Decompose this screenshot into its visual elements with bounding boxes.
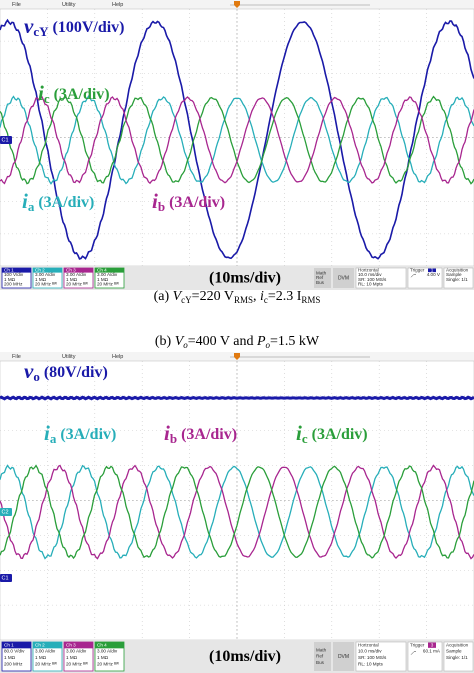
math-item: Math — [316, 647, 327, 652]
trace-scale: (3A/div) — [54, 86, 110, 103]
caption-part: P — [256, 334, 266, 349]
channel-setting: 3.00 A/div — [97, 649, 118, 654]
timebase-label: (10ms/div) — [209, 648, 281, 665]
caption-part: =1.5 kW — [270, 334, 320, 349]
trace-scale: (3A/div) — [169, 194, 225, 211]
trace-scale: (3A/div) — [312, 426, 368, 443]
trace-scale: (80V/div) — [44, 364, 108, 381]
scope-screen: FileUtilityHelpC1vcY(100V/div)ic(3A/div)… — [0, 0, 474, 290]
menu-item: File — [12, 354, 21, 360]
trace-subscript: c — [44, 91, 50, 106]
channel-setting: 20 MHz ᴮᵂ — [35, 661, 57, 666]
horizontal-setting: 10.0 ms/div — [358, 649, 382, 654]
acquisition-setting: Sample — [446, 649, 462, 654]
trace-subscript: b — [170, 431, 177, 446]
channel-setting: 1 MΩ — [97, 655, 109, 660]
caption-part: =220 V — [192, 289, 234, 304]
caption-part: (a) — [154, 289, 173, 304]
acquisition-setting: Single: 1/1 — [446, 277, 468, 282]
menu-item: Utility — [62, 2, 76, 8]
channel-setting: 80.0 V/div — [4, 649, 25, 654]
figure: FileUtilityHelpC1vcY(100V/div)ic(3A/div)… — [0, 0, 474, 673]
caption-part: =400 V and — [188, 334, 257, 349]
trace-scale: (3A/div) — [38, 194, 94, 211]
horizontal-title: Horizontal — [358, 642, 379, 647]
trigger-title: Trigger — [410, 268, 425, 273]
trace-subscript: a — [50, 431, 57, 446]
trace-subscript: o — [33, 369, 40, 384]
trace-scale: (100V/div) — [53, 19, 125, 36]
waveform — [0, 397, 474, 399]
caption-part: cY — [181, 295, 192, 305]
math-item: Bus — [316, 660, 325, 665]
trace-subscript: b — [158, 199, 165, 214]
channel-marker-label: C1 — [2, 137, 9, 143]
channel-name: Ch 1 — [4, 642, 14, 647]
channel-setting: 20 MHz ᴮᵂ — [66, 661, 88, 666]
channel-marker-label: C2 — [2, 509, 9, 515]
math-item: Ref — [316, 654, 324, 659]
channel-setting: 3.00 A/div — [66, 649, 87, 654]
caption-part: (b) — [155, 334, 175, 349]
trace-subscript: cY — [33, 24, 49, 39]
channel-setting: 20 MHz ᴮᵂ — [66, 281, 88, 286]
trace-subscript: c — [302, 431, 308, 446]
horizontal-setting: RL: 10 Mpts — [358, 281, 383, 286]
horizontal-setting: SR: 100 MS/s — [358, 655, 387, 660]
trace-subscript: a — [28, 199, 35, 214]
acquisition-title: Acquisition — [446, 642, 469, 647]
caption-part: RMS — [301, 295, 320, 305]
horizontal-setting: RL: 10 Mpts — [358, 661, 383, 666]
channel-setting: 3.00 A/div — [35, 649, 56, 654]
dvm-label: DVM — [338, 275, 349, 281]
figure-caption: (b) Vo=400 V and Po=1.5 kW — [155, 334, 320, 350]
menu-item: File — [12, 2, 21, 8]
channel-setting: 20 MHz ᴮᵂ — [97, 661, 119, 666]
menu-item: Utility — [62, 354, 76, 360]
caption-part: , — [253, 289, 260, 304]
trigger-title: Trigger — [410, 642, 425, 647]
timebase-label: (10ms/div) — [209, 270, 281, 287]
trigger-level: 4.00 V — [427, 272, 441, 277]
trace-scale: (3A/div) — [181, 426, 237, 443]
figure-caption: (a) VcY=220 VRMS, ic=2.3 IRMS — [154, 289, 321, 305]
channel-setting: 20 MHz ᴮᵂ — [35, 281, 57, 286]
trigger-channel: 3 — [431, 642, 434, 647]
caption-part: RMS — [234, 295, 253, 305]
channel-name: Ch 3 — [66, 642, 76, 647]
channel-setting: 1 MΩ — [66, 655, 78, 660]
channel-marker-label: C1 — [2, 575, 9, 581]
menu-item: Help — [112, 354, 123, 360]
channel-setting: 1 MΩ — [35, 655, 47, 660]
trigger-level: 60.1 mA — [423, 649, 441, 654]
channel-name: Ch 4 — [97, 642, 107, 647]
trace-scale: (3A/div) — [60, 426, 116, 443]
math-item: Bus — [316, 280, 325, 285]
channel-setting: 20 MHz ᴮᵂ — [97, 281, 119, 286]
menu-item: Help — [112, 2, 123, 8]
channel-name: Ch 2 — [35, 642, 45, 647]
channel-setting: 200 MHz — [4, 661, 23, 666]
caption-part: =2.3 I — [268, 289, 302, 304]
channel-setting: 1 MΩ — [4, 655, 16, 660]
acquisition-setting: Single: 1/1 — [446, 655, 468, 660]
dvm-label: DVM — [338, 654, 349, 660]
channel-setting: 200 MHz — [4, 281, 23, 286]
